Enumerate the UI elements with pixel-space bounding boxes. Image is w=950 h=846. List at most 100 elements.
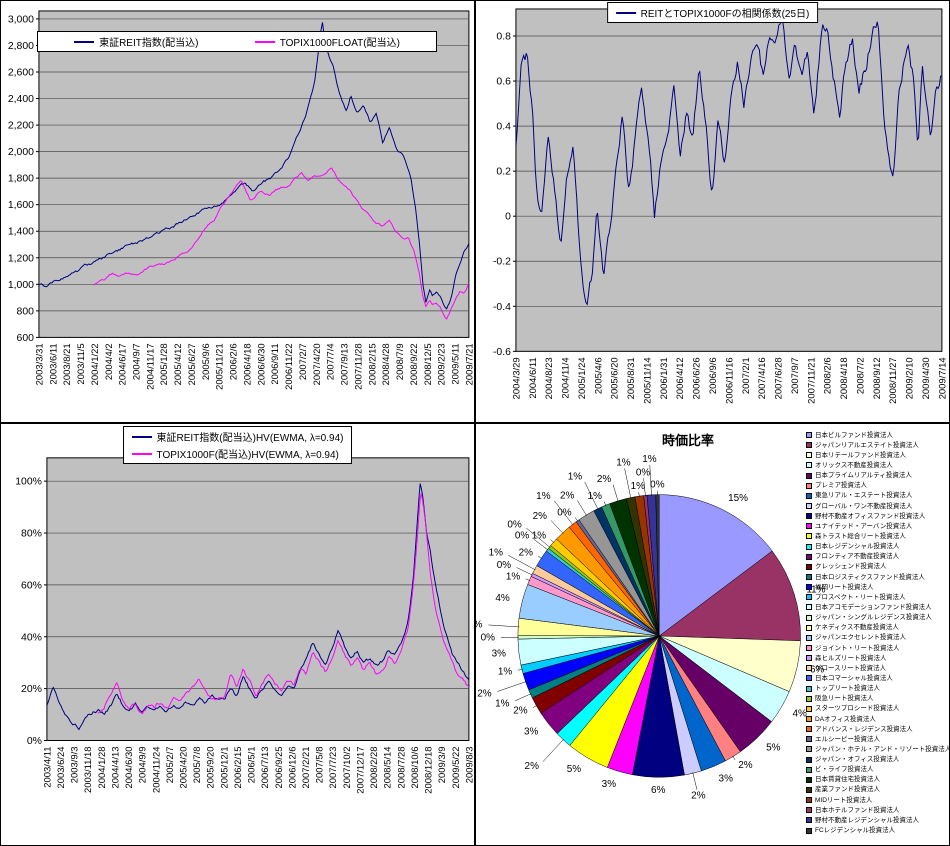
x-tick-label: 2009/5/22 [451, 746, 462, 788]
x-tick-label: 2004/11/17 [145, 343, 156, 390]
pie-legend-label: 野村不動産オフィスファンド投資法人 [815, 512, 926, 520]
color-swatch-icon [806, 513, 812, 520]
x-tick-label: 2006/5/1 [247, 746, 258, 783]
pie-legend-item: エルシーピー投資法人 [806, 734, 949, 744]
pie-legend-item: 野村不動産レジデンシャル投資法人 [806, 815, 949, 825]
pie-legend-label: アドバンス・レジデンス投資法人 [815, 725, 913, 733]
plot-area [46, 457, 470, 741]
pie-slice-label: 0% [650, 480, 665, 491]
y-tick-label: -0.2 [493, 257, 511, 268]
x-tick-label: 2008/11/27 [888, 357, 899, 404]
pie-slice-label: 6% [651, 785, 666, 796]
pie-slice-label: 1% [616, 458, 631, 469]
label-leader-line [533, 539, 549, 551]
label-leader-line [649, 465, 652, 496]
x-tick-label: 2007/12/17 [355, 746, 366, 793]
y-tick-label: 800 [17, 306, 35, 317]
y-tick-label: 2,000 [8, 147, 34, 158]
x-tick-label: 2004/6/11 [528, 357, 539, 398]
x-tick-label: 2008/9/22 [409, 343, 420, 385]
x-tick-label: 2003/8/21 [62, 343, 73, 385]
x-tick-label: 2009/3/9 [437, 746, 448, 783]
color-swatch-icon [806, 766, 812, 773]
pie-legend-label: グローバル・ワン不動産投資法人 [815, 502, 913, 510]
pie-slice-label: 2% [738, 760, 753, 771]
label-leader-line [638, 492, 640, 498]
label-leader-line [584, 481, 599, 510]
x-tick-label: 2005/11/14 [642, 357, 653, 404]
pie-legend-label: 産業ファンド投資法人 [815, 786, 880, 794]
x-tick-label: 2003/11/5 [76, 343, 87, 384]
pie-legend-label: 日本レジデンシャル投資法人 [815, 543, 900, 551]
pie-legend-item: プロスペクト・リート投資法人 [806, 592, 949, 602]
y-tick-label: 1,200 [8, 253, 34, 264]
pie-legend-item: スターツプロシード投資法人 [806, 704, 949, 714]
x-tick-label: 2009/4/30 [921, 357, 932, 399]
pie-slice-label: 2% [513, 706, 528, 717]
label-leader-line [574, 517, 579, 522]
color-swatch-icon [806, 442, 812, 449]
pie-legend-item: 日本リテールファンド投資法人 [806, 450, 949, 460]
pie-slice-label: 3% [719, 773, 734, 784]
y-tick-label: 1,000 [8, 280, 34, 291]
x-tick-label: 2004/4/13 [110, 746, 121, 788]
color-swatch-icon [806, 452, 812, 459]
color-swatch-icon [806, 624, 812, 631]
color-swatch-icon [806, 797, 812, 804]
pie-legend-label: FCレジデンシャル投資法人 [815, 827, 896, 835]
color-swatch-icon [806, 685, 812, 692]
x-tick-label: 2003/6/24 [56, 746, 67, 788]
x-tick-label: 2005/7/8 [192, 746, 203, 783]
line-swatch-icon [615, 11, 636, 14]
color-swatch-icon [806, 716, 812, 722]
x-tick-label: 2005/4/12 [173, 343, 184, 385]
x-tick-label: 2008/12/5 [423, 343, 434, 385]
x-tick-label: 2006/9/25 [274, 746, 285, 788]
pie-legend-label: ジャパン・オフィス投資法人 [815, 756, 900, 764]
x-tick-label: 2004/8/23 [544, 357, 555, 399]
pie-legend-item: 森トラスト総合リート投資法人 [806, 531, 949, 541]
label-leader-line [732, 755, 736, 761]
pie-slice-label: 4% [495, 593, 510, 604]
x-tick-label: 2006/2/15 [233, 746, 244, 788]
pie-legend-label: 日本ビルファンド投資法人 [815, 431, 893, 439]
x-tick-label: 2008/9/12 [872, 357, 883, 399]
color-swatch-icon [806, 584, 812, 591]
pie-slice-label: 4% [793, 709, 808, 720]
line-swatch-icon [74, 40, 95, 43]
pie-legend-label: 東急リアル・エステート投資法人 [815, 492, 913, 500]
color-swatch-icon [806, 614, 812, 621]
x-tick-label: 2008/10/6 [410, 746, 421, 788]
pie-legend-item: DAオフィス投資法人 [806, 714, 949, 724]
pie-legend-item: 阪急リート投資法人 [806, 694, 949, 704]
x-tick-label: 2007/7/23 [328, 746, 339, 788]
pie-slice-label: 2% [597, 474, 612, 485]
pie-slice-label: 2% [519, 548, 534, 559]
pie-legend-label: クレッシェンド投資法人 [815, 563, 887, 571]
x-tick-label: 2009/7/14 [937, 357, 948, 399]
pie-legend-item: グロースリート投資法人 [806, 663, 949, 673]
x-tick-label: 2004/6/30 [124, 746, 135, 788]
market-cap-pie-chart: 15%11%6%4%5%2%3%2%6%3%5%2%3%2%1%2%1%3%0%… [476, 454, 826, 801]
pie-slice-label: 0% [515, 531, 530, 542]
x-tick-label: 2009/2/10 [905, 357, 916, 399]
pie-legend-item: 産業ファンド投資法人 [806, 785, 949, 795]
x-tick-label: 2006/11/16 [724, 357, 735, 404]
x-tick-label: 2005/6/20 [610, 357, 621, 399]
y-tick-label: 0.8 [496, 31, 511, 42]
x-tick-label: 2008/4/18 [839, 357, 850, 399]
label-leader-line [577, 500, 587, 516]
color-swatch-icon [806, 827, 812, 834]
pie-legend-label: プロスペクト・リート投資法人 [815, 593, 906, 601]
x-tick-label: 2007/11/21 [806, 357, 817, 404]
y-tick-label: -0.4 [493, 302, 511, 313]
x-tick-label: 2006/6/26 [692, 357, 703, 399]
pie-legend-label: 日本プライムリアルティ投資法人 [815, 472, 912, 480]
y-tick-label: 100% [15, 477, 42, 488]
pie-legend-item: MIDリート投資法人 [806, 795, 949, 805]
legend-reit-index: 東証REIT指数(配当込) TOPIX1000FLOAT(配当込) [37, 31, 437, 52]
x-tick-label: 2009/5/11 [451, 343, 462, 384]
y-tick-label: 2,800 [8, 41, 34, 52]
pie-legend-item: フロンティア不動産投資法人 [806, 552, 949, 562]
x-tick-label: 2004/9/7 [132, 343, 143, 380]
